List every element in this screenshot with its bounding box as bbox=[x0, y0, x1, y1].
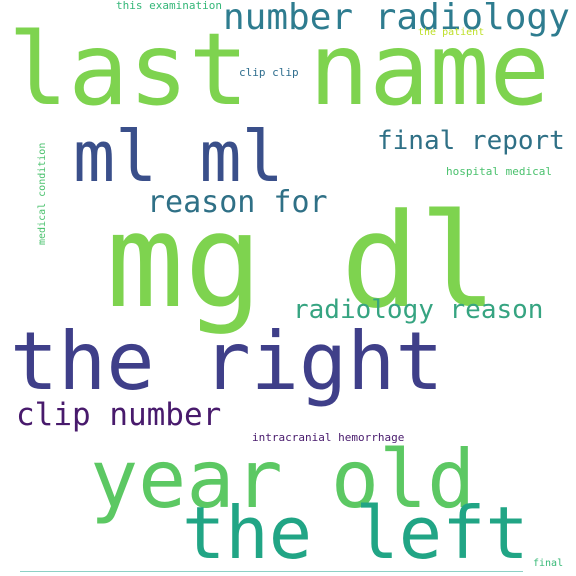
word-the-left: the left bbox=[182, 491, 529, 575]
word-number-radiology: number radiology bbox=[223, 0, 570, 38]
word-the-patient: the patient bbox=[418, 27, 485, 38]
word-radiology-reason: radiology reason bbox=[293, 295, 544, 325]
baseline-rule bbox=[20, 571, 523, 572]
word-reason-for: reason for bbox=[147, 185, 328, 220]
word-last-name: last name bbox=[8, 11, 550, 128]
word-medical-condition: medical condition bbox=[37, 142, 48, 245]
word-year-old: year old bbox=[90, 433, 476, 526]
word-final-report: final report bbox=[377, 126, 565, 156]
word-final: final bbox=[533, 558, 564, 569]
word-ml-ml: ml ml bbox=[73, 116, 284, 198]
word-mg-dl: mg dl bbox=[106, 185, 498, 337]
word-this-examination: this examination bbox=[116, 0, 222, 12]
word-intracranial-hemorrhage: intracranial hemorrhage bbox=[252, 431, 405, 444]
word-the-right: the right bbox=[10, 315, 444, 408]
word-clip-number: clip number bbox=[16, 397, 222, 433]
word-hospital-medical: hospital medical bbox=[446, 165, 552, 178]
word-clip-clip: clip clip bbox=[239, 66, 299, 79]
